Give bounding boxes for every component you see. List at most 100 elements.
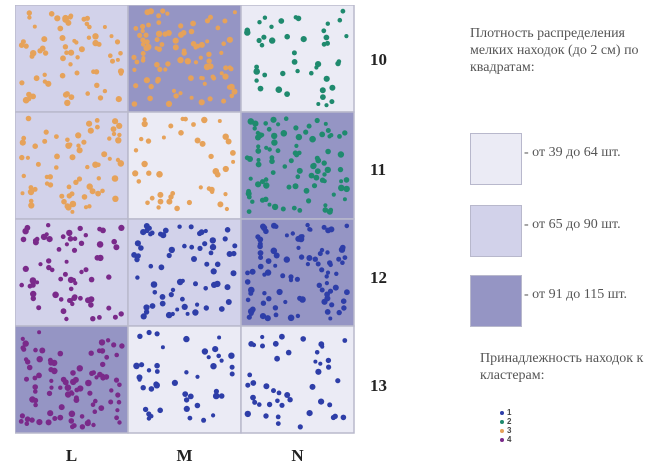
find-dot [276,390,282,396]
find-dot [146,368,152,373]
find-dot [280,130,288,137]
find-dot [110,58,115,64]
find-dot [24,376,29,382]
find-dot [221,41,226,46]
find-dot [288,274,294,280]
find-dot [177,224,182,229]
find-dot [195,302,200,307]
find-dot [203,305,209,311]
find-dot [72,38,77,43]
find-dot [288,278,294,283]
find-dot [329,84,336,91]
find-dot [57,350,64,357]
find-dot [326,208,333,215]
find-dot [45,419,52,426]
find-dot [313,359,318,364]
find-dot [187,393,194,400]
find-dot [223,192,228,197]
find-dot [163,67,168,72]
find-dot [246,314,252,320]
find-dot [26,96,32,102]
find-dot [107,136,112,141]
find-dot [218,393,225,399]
find-dot [293,125,299,131]
find-dot [165,61,171,67]
find-dot [280,70,286,77]
find-dot [314,350,320,355]
find-dot [315,368,322,375]
find-dot [70,370,76,376]
cluster-dot-icon [500,419,504,424]
find-dot [68,62,73,67]
row-label-11: 11 [370,160,387,179]
find-dot [20,236,27,243]
find-dot [19,413,25,419]
find-dot [222,18,228,24]
find-dot [228,352,235,359]
find-dot [32,375,38,381]
find-dot [332,413,338,419]
find-dot [87,24,92,30]
find-dot [64,316,69,322]
find-dot [138,245,144,251]
find-dot [43,129,49,135]
find-dot [156,20,162,25]
find-dot [212,346,219,353]
find-dot [210,268,217,275]
find-dot [85,379,92,387]
find-dot [322,207,329,213]
find-dot [57,25,64,32]
find-dot [334,271,339,276]
find-dot [247,372,253,378]
find-dot [210,74,216,80]
find-dot [60,308,67,315]
find-dot [244,279,251,285]
find-dot [280,273,286,279]
find-dot [193,281,198,287]
find-dot [116,122,123,129]
find-dot [119,343,125,349]
find-dot [78,46,85,53]
find-dot [159,294,166,300]
find-dot [198,55,203,60]
find-dot [29,53,35,59]
find-dot [256,158,261,162]
find-dot [162,31,168,37]
find-dot [321,41,327,47]
find-dot [279,333,285,340]
cluster-legend: Принадлежность находок к кластерам: 1 2 … [480,350,660,444]
find-dot [111,342,117,348]
find-dot [94,375,99,380]
find-dot [264,315,271,322]
find-dot [198,229,205,236]
find-dot [71,247,78,253]
find-dot [298,254,305,260]
find-dot [284,392,291,398]
find-dot [283,256,290,263]
find-dot [295,235,302,242]
find-dot [266,401,273,408]
density-legend: Плотность распределения мелких находок (… [470,25,660,327]
find-dot [108,399,114,405]
row-label-12: 12 [370,268,387,287]
find-dot [96,176,102,181]
find-dot [143,32,149,38]
find-dot [275,414,281,420]
find-dot [46,223,51,228]
density-swatch-medium [470,205,522,257]
find-dot [18,42,25,48]
find-dot [133,148,139,153]
find-dot [148,83,154,90]
cluster-legend-item-4: 4 [500,435,511,444]
find-dot [217,119,222,123]
find-dot [32,143,38,149]
grid-square-l12 [15,218,129,327]
find-dot [97,315,102,320]
find-dot [135,253,141,259]
find-dot [323,121,328,126]
find-dot [303,187,310,194]
find-dot [337,166,344,173]
find-dot [92,39,99,47]
find-dot [59,35,66,41]
find-dot [253,68,260,75]
